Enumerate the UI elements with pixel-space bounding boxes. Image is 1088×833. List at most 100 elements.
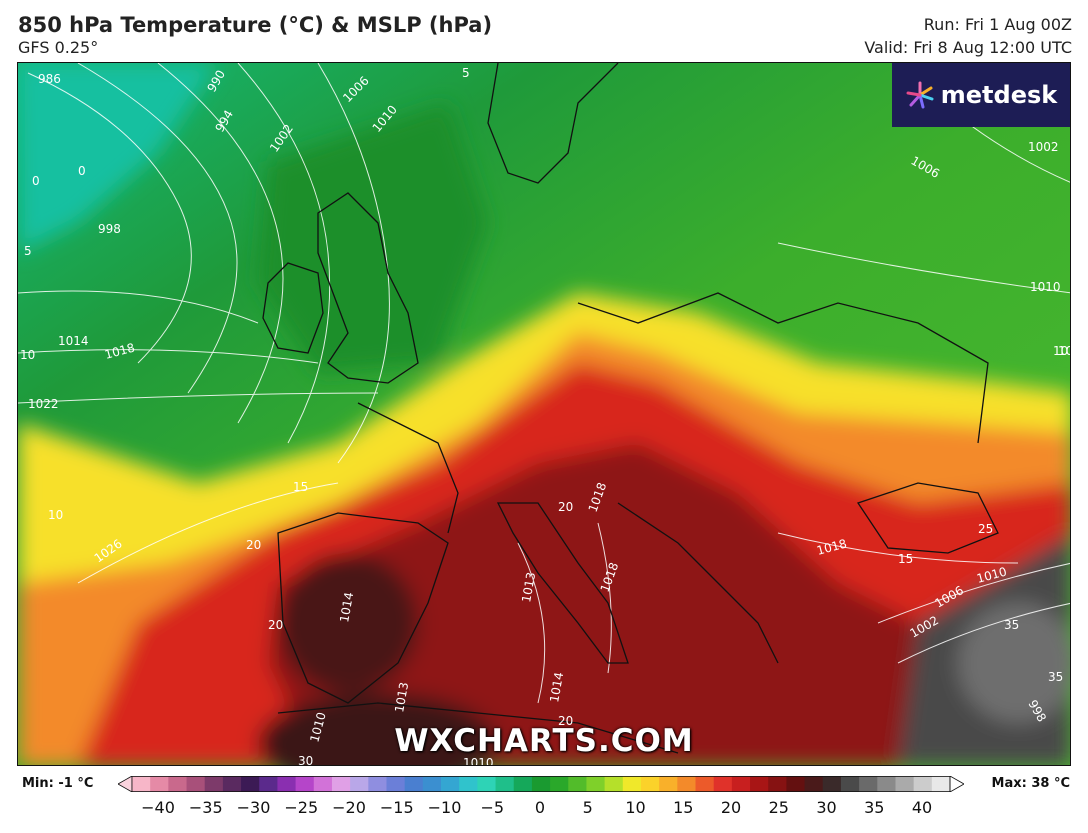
colorbar-swatch	[477, 776, 497, 792]
colorbar-tick-label: 30	[816, 798, 837, 817]
colorbar-swatch	[513, 776, 533, 792]
brand-name: metdesk	[940, 81, 1058, 109]
colorbar-min-label: Min: -1 °C	[22, 776, 94, 791]
colorbar-swatch	[222, 776, 242, 792]
colorbar-swatch	[168, 776, 188, 792]
colorbar-swatch	[350, 776, 369, 792]
isobar-label: 1014	[337, 591, 356, 624]
isobar-label: 1010	[463, 756, 494, 766]
colorbar-swatch	[386, 776, 406, 792]
iberia-outline	[277, 512, 449, 704]
colorbar-tick-label: −5	[480, 798, 505, 817]
weather-map: 986 990 994 998 1002 1006 1010 1014 1018…	[17, 62, 1071, 766]
colorbar-swatch	[295, 776, 315, 792]
colorbar-swatch	[132, 776, 151, 792]
colorbar-swatch	[186, 776, 206, 792]
isotherm-label: 35	[1004, 618, 1019, 632]
france-coast	[357, 402, 459, 534]
colorbar-swatch	[568, 776, 587, 792]
isotherm-label: 10	[1053, 344, 1068, 358]
balkans-coast	[617, 502, 779, 664]
isobar-label: 1022	[28, 397, 59, 411]
colorbar-max-arrow	[949, 776, 964, 792]
run-time-label: Run: Fri 1 Aug 00Z	[923, 15, 1072, 34]
colorbar-swatch	[550, 776, 569, 792]
isotherm-label: 10	[48, 508, 63, 522]
italy-outline	[496, 502, 629, 664]
metdesk-logo: metdesk	[892, 63, 1070, 127]
isotherm-label: 0	[32, 174, 40, 188]
heat-core-region	[268, 443, 1070, 765]
uk-airmass-region	[258, 103, 488, 373]
colorbar-tick-label: −35	[188, 798, 223, 817]
isotherm-label: 5	[462, 66, 470, 80]
north-africa-coast	[277, 702, 679, 754]
colorbar-swatch	[277, 776, 297, 792]
colorbar-swatch	[204, 776, 224, 792]
iberia-heat-core	[278, 553, 418, 693]
sun-burst-icon	[906, 81, 934, 109]
isotherm-label: 35	[1048, 670, 1063, 684]
eastern-borders	[577, 292, 989, 444]
north-africa-heat-core	[258, 693, 498, 765]
colorbar-tick-label: −10	[427, 798, 462, 817]
colorbar-tick-label: 35	[864, 798, 885, 817]
colorbar-tick-label: 10	[625, 798, 646, 817]
colorbar-swatch	[331, 776, 351, 792]
isobar-label: 1002	[1028, 140, 1059, 154]
coastlines	[262, 63, 999, 754]
levant-heat-core	[958, 603, 1070, 723]
isotherm-label: 20	[246, 538, 261, 552]
isobar-label: 998	[98, 222, 121, 236]
isobar-label: 1014	[58, 334, 89, 348]
colorbar-swatch	[404, 776, 424, 792]
colorbar-swatch	[313, 776, 333, 792]
colorbar-swatch	[895, 776, 915, 792]
isobar-label: 1013	[519, 571, 538, 604]
isobar-label: 1014	[547, 671, 566, 704]
colorbar-swatch	[840, 776, 860, 792]
colorbar-swatch	[368, 776, 387, 792]
isotherm-label: 15	[898, 552, 913, 566]
isobar-lines	[18, 63, 1070, 704]
colorbar-swatch	[859, 776, 878, 792]
colorbar-tick-label: −20	[332, 798, 366, 817]
colorbar-swatch	[877, 776, 896, 792]
map-canvas: 986 990 994 998 1002 1006 1010 1014 1018…	[18, 63, 1070, 766]
colorbar-tick-label: 40	[911, 798, 933, 817]
colorbar-swatch	[659, 776, 678, 792]
isobar-label: 1010	[1030, 280, 1061, 294]
colorbar-swatch	[786, 776, 806, 792]
britain-outline	[317, 192, 419, 384]
isotherm-label: 10	[20, 348, 35, 362]
model-label: GFS 0.25°	[18, 38, 99, 57]
colorbar-gradient	[118, 776, 964, 792]
colorbar-swatch	[750, 776, 769, 792]
colorbar-tick-label: −40	[141, 798, 175, 817]
colorbar-max-label: Max: 38 °C	[991, 776, 1070, 791]
colorbar-swatch	[622, 776, 642, 792]
colorbar: Min: -1 °C −40 −35 −30 −25 −20 −15 −10 −5 0 5 10 15…	[0, 770, 1088, 830]
colorbar-swatch	[604, 776, 624, 792]
colorbar-tick-label: −30	[236, 798, 271, 817]
isotherm-label: 0	[78, 164, 86, 178]
isobar-label: 986	[38, 72, 61, 86]
colorbar-swatch	[531, 776, 551, 792]
colorbar-tick-label: −25	[284, 798, 319, 817]
colorbar-swatch	[677, 776, 697, 792]
colorbar-swatch	[441, 776, 460, 792]
colorbar-swatch	[241, 776, 260, 792]
colorbar-swatch	[768, 776, 787, 792]
colorbar-swatch	[695, 776, 715, 792]
colorbar-frame	[131, 776, 951, 792]
colorbar-swatch	[150, 776, 169, 792]
colorbar-swatch	[459, 776, 478, 792]
valid-time-label: Valid: Fri 8 Aug 12:00 UTC	[864, 38, 1072, 57]
isotherm-label: 25	[978, 522, 993, 536]
isotherm-label: 20	[268, 618, 283, 632]
colorbar-swatch	[640, 776, 660, 792]
colorbar-swatch	[931, 776, 951, 792]
colorbar-min-arrow	[118, 776, 133, 792]
colorbar-tick-label: 5	[582, 798, 593, 817]
isotherm-label: 30	[298, 754, 313, 766]
